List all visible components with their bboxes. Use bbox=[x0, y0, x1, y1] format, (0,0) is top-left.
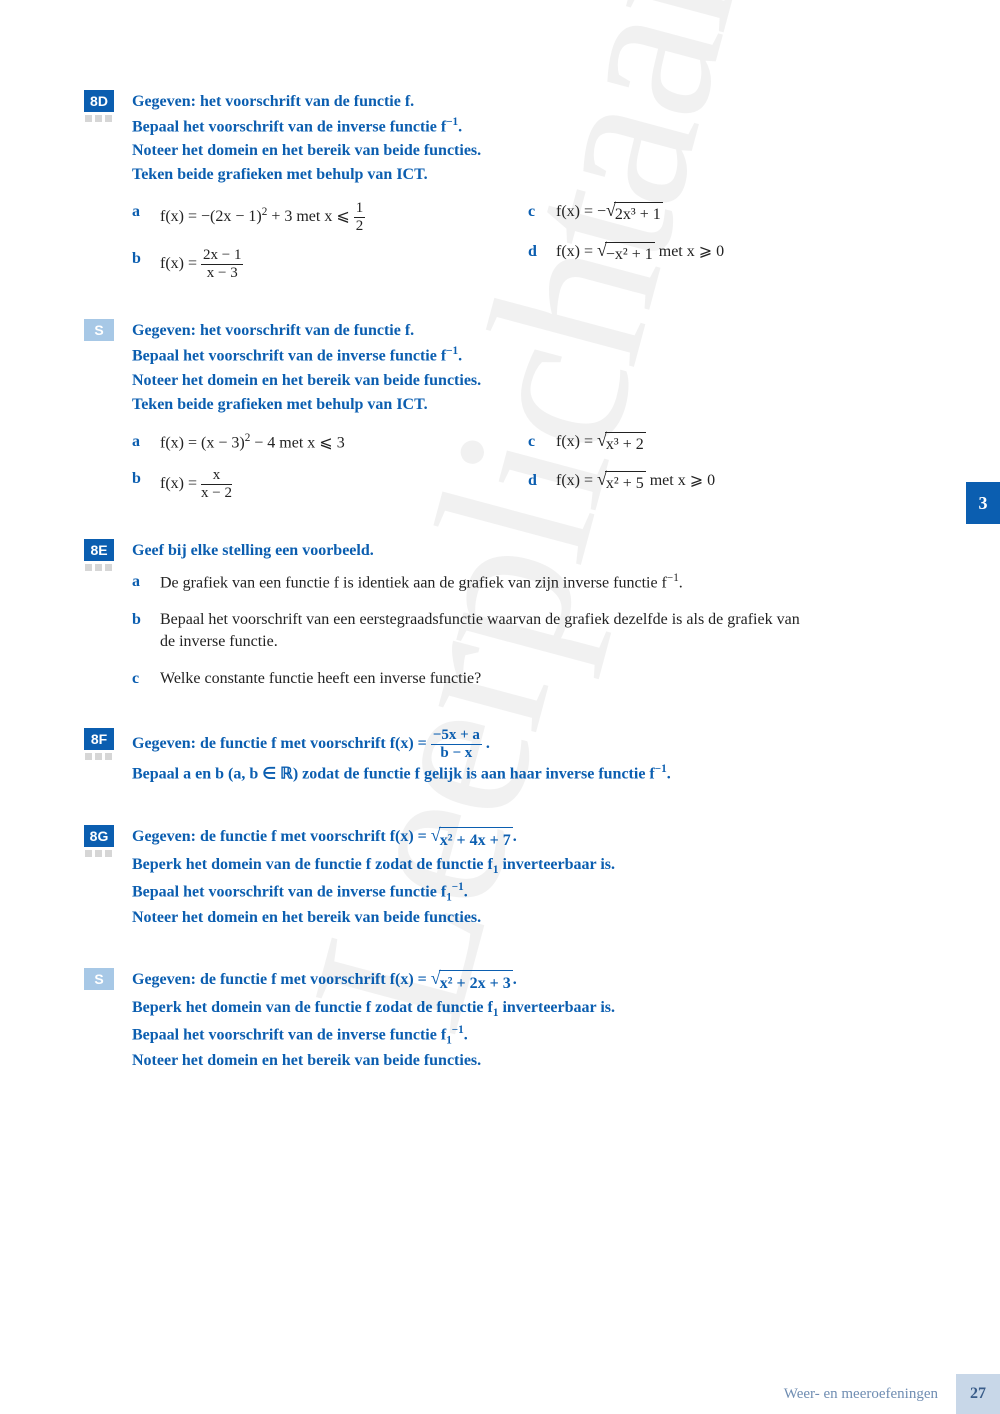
sub-c: c bbox=[528, 431, 556, 451]
formula-S1-c: f(x) = √x³ + 2 bbox=[556, 431, 904, 456]
badge-8D: 8D bbox=[84, 90, 114, 112]
difficulty-dots bbox=[85, 753, 132, 760]
badge-8G: 8G bbox=[84, 825, 114, 847]
sub-a: a bbox=[132, 431, 160, 451]
badge-S: S bbox=[84, 968, 114, 990]
intro-line: Noteer het domein en het bereik van beid… bbox=[132, 372, 481, 389]
intro-line: Teken beide grafieken met behulp van ICT… bbox=[132, 396, 428, 413]
text-8E-a: De grafiek van een functie f is identiek… bbox=[160, 571, 904, 595]
formula-S1-d: f(x) = √x² + 5 met x ⩾ 0 bbox=[556, 470, 904, 495]
exercise-S1: S Gegeven: het voorschrift van de functi… bbox=[84, 319, 904, 515]
formula-8D-b: f(x) = 2x − 1x − 3 bbox=[160, 248, 508, 281]
intro-S1: Gegeven: het voorschrift van de functie … bbox=[132, 319, 904, 416]
text-8E-b: Bepaal het voorschrift van een eerstegra… bbox=[160, 609, 800, 654]
exercise-8G: 8G Gegeven: de functie f met voorschrift… bbox=[84, 825, 904, 944]
page-content: 8D Gegeven: het voorschrift van de funct… bbox=[84, 90, 904, 1111]
formula-S1-a: f(x) = (x − 3)2 − 4 met x ⩽ 3 bbox=[160, 431, 508, 455]
sub-c: c bbox=[528, 201, 556, 221]
intro-8E: Geef bij elke stelling een voorbeeld. bbox=[132, 539, 904, 563]
intro-line: Noteer het domein en het bereik van beid… bbox=[132, 142, 481, 159]
badge-8F: 8F bbox=[84, 728, 114, 750]
text-8E-c: Welke constante functie heeft een invers… bbox=[160, 668, 904, 690]
exercise-8D: 8D Gegeven: het voorschrift van de funct… bbox=[84, 90, 904, 295]
intro-8G: Gegeven: de functie f met voorschrift f(… bbox=[132, 825, 904, 930]
page-number: 27 bbox=[956, 1374, 1000, 1414]
sub-d: d bbox=[528, 241, 556, 261]
intro-8F: Gegeven: de functie f met voorschrift f(… bbox=[132, 728, 904, 786]
sub-b: b bbox=[132, 609, 160, 629]
sub-a: a bbox=[132, 571, 160, 591]
formula-8D-c: f(x) = −√2x³ + 1 bbox=[556, 201, 904, 226]
intro-line: Teken beide grafieken met behulp van ICT… bbox=[132, 166, 428, 183]
intro-line: Bepaal het voorschrift van de inverse fu… bbox=[132, 118, 446, 135]
badge-S: S bbox=[84, 319, 114, 341]
difficulty-dots bbox=[85, 564, 132, 571]
intro-line: Gegeven: het voorschrift van de functie … bbox=[132, 93, 414, 110]
difficulty-dots bbox=[85, 115, 132, 122]
badge-8E: 8E bbox=[84, 539, 114, 561]
intro-8D: Gegeven: het voorschrift van de functie … bbox=[132, 90, 904, 187]
intro-line: . bbox=[458, 118, 462, 135]
sub-d: d bbox=[528, 470, 556, 490]
exercise-8F: 8F Gegeven: de functie f met voorschrift… bbox=[84, 728, 904, 800]
intro-S2: Gegeven: de functie f met voorschrift f(… bbox=[132, 968, 904, 1073]
intro-line: Gegeven: het voorschrift van de functie … bbox=[132, 322, 414, 339]
sub-c: c bbox=[132, 668, 160, 688]
intro-line: Bepaal het voorschrift van de inverse fu… bbox=[132, 348, 446, 365]
exercise-8E: 8E Geef bij elke stelling een voorbeeld.… bbox=[84, 539, 904, 704]
exercise-S2: S Gegeven: de functie f met voorschrift … bbox=[84, 968, 904, 1087]
footer-label: Weer- en meeroefeningen bbox=[784, 1386, 956, 1403]
sub-b: b bbox=[132, 468, 160, 488]
chapter-tab: 3 bbox=[966, 482, 1000, 524]
formula-8D-d: f(x) = √−x² + 1 met x ⩾ 0 bbox=[556, 241, 904, 266]
formula-8D-a: f(x) = −(2x − 1)2 + 3 met x ⩽ 12 bbox=[160, 201, 508, 234]
intro-line: . bbox=[458, 348, 462, 365]
sub-a: a bbox=[132, 201, 160, 221]
page-footer: Weer- en meeroefeningen 27 bbox=[784, 1374, 1000, 1414]
sub-b: b bbox=[132, 248, 160, 268]
formula-S1-b: f(x) = xx − 2 bbox=[160, 468, 508, 501]
difficulty-dots bbox=[85, 850, 132, 857]
